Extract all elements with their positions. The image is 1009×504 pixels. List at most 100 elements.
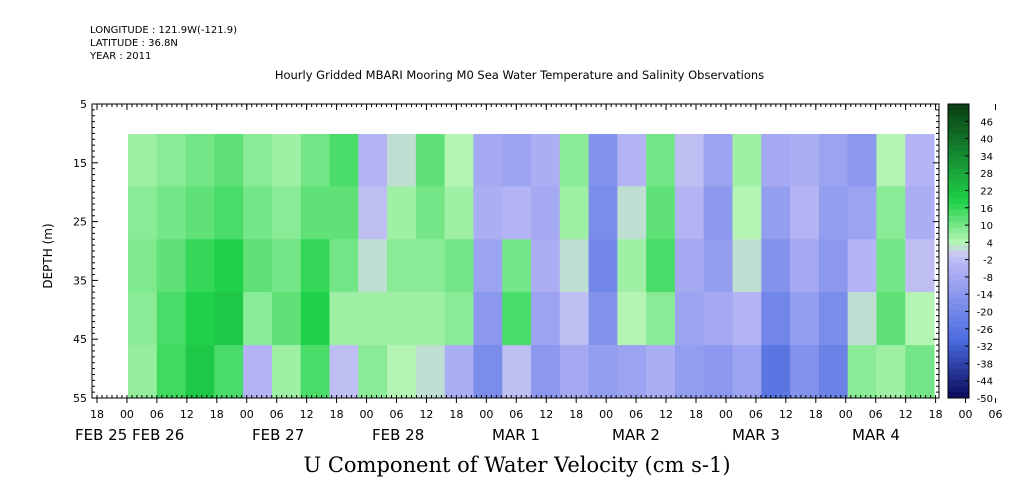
heatmap-cell xyxy=(156,345,187,398)
heatmap-cell xyxy=(156,134,187,187)
x-hour-label: 00 xyxy=(120,408,134,421)
heatmap-cell xyxy=(214,134,244,187)
heatmap-cell xyxy=(876,292,906,346)
heatmap-cell xyxy=(415,186,446,240)
heatmap-cell xyxy=(271,186,302,240)
heatmap-cell xyxy=(473,345,503,398)
heatmap-cell xyxy=(559,345,590,398)
colorbar-swatch xyxy=(948,386,969,393)
heatmap-cell xyxy=(444,186,475,240)
x-hour-label: 00 xyxy=(360,408,374,421)
heatmap-cell xyxy=(876,345,906,398)
heatmap-cell xyxy=(271,292,302,346)
heatmap-cell xyxy=(847,134,878,187)
colorbar-swatch xyxy=(948,209,969,217)
heatmap-cell xyxy=(818,186,849,240)
heatmap-cell xyxy=(847,292,878,346)
heatmap-cell xyxy=(185,345,215,398)
heatmap-cell xyxy=(818,292,849,346)
x-hour-label: 12 xyxy=(300,408,314,421)
heatmap-cell xyxy=(617,186,647,240)
heatmap-cell xyxy=(905,186,935,240)
heatmap-cell xyxy=(329,345,359,398)
x-hour-label: 18 xyxy=(90,408,104,421)
heatmap-cell xyxy=(156,186,187,240)
colorbar-swatch xyxy=(948,221,969,228)
heatmap-cell xyxy=(703,186,734,240)
heatmap-cell xyxy=(531,134,561,187)
heatmap-cell xyxy=(847,345,878,398)
heatmap-cell xyxy=(646,134,676,187)
colorbar-swatch xyxy=(948,233,969,240)
colorbar-swatch xyxy=(948,268,969,276)
x-hour-label: 18 xyxy=(809,408,823,421)
heatmap-cell xyxy=(674,134,705,187)
colorbar-label: -8 xyxy=(983,273,993,284)
heatmap-cell xyxy=(588,134,618,187)
heatmap-cell xyxy=(703,292,734,346)
heatmap-cell xyxy=(674,239,705,293)
heatmap-cell xyxy=(588,345,618,398)
heatmap-cell xyxy=(243,239,273,293)
heatmap-cell xyxy=(444,292,475,346)
y-tick-label: 55 xyxy=(73,392,87,405)
heatmap-cell xyxy=(790,134,820,187)
colorbar-label: -14 xyxy=(977,290,993,301)
colorbar-swatch xyxy=(948,127,969,134)
heatmap-cell xyxy=(444,134,475,187)
heatmap-cell xyxy=(329,292,359,346)
colorbar-swatch xyxy=(948,151,969,158)
heatmap-cell xyxy=(905,345,935,398)
x-hour-label: 12 xyxy=(659,408,673,421)
heatmap-cell xyxy=(214,345,244,398)
heatmap-cell xyxy=(415,134,446,187)
x-hour-label: 06 xyxy=(150,408,164,421)
heatmap-cell xyxy=(358,239,388,293)
heatmap-cell xyxy=(128,186,158,240)
heatmap-cell xyxy=(415,345,446,398)
x-axis: 18 00 06 12 18 00 06 12 18 00 06 12 18 00 06 12 18 00 06 12… xyxy=(75,104,1003,444)
heatmap-cell xyxy=(473,292,503,346)
heatmap-cell xyxy=(185,134,215,187)
heatmap-cell xyxy=(905,292,935,346)
colorbar-swatch xyxy=(948,180,969,187)
heatmap-cell xyxy=(617,239,647,293)
colorbar-label: -26 xyxy=(977,325,993,336)
colorbar-swatch xyxy=(948,262,969,270)
heatmap-cell xyxy=(674,345,705,398)
x-hour-label: 06 xyxy=(749,408,763,421)
colorbar-swatch xyxy=(948,303,969,311)
x-hour-label: 00 xyxy=(599,408,613,421)
heatmap-cell xyxy=(358,292,388,346)
heatmap-cell xyxy=(156,239,187,293)
heatmap-cell xyxy=(128,345,158,398)
colorbar-swatch xyxy=(948,104,969,111)
colorbar-swatch xyxy=(948,162,969,170)
colorbar-swatch xyxy=(948,356,969,364)
colorbar-label: -32 xyxy=(977,342,993,353)
x-hour-label: 12 xyxy=(899,408,913,421)
longitude-label: LONGITUDE : 121.9W(-121.9) xyxy=(90,25,237,36)
x-hour-label: 06 xyxy=(270,408,284,421)
heatmap-cell xyxy=(300,292,331,346)
x-hour-label: 06 xyxy=(629,408,643,421)
colorbar-swatch xyxy=(948,227,969,234)
x-hour-label: 00 xyxy=(240,408,254,421)
colorbar-label: -50 xyxy=(977,394,993,405)
heatmap-cell xyxy=(905,134,935,187)
heatmap-cell xyxy=(732,134,762,187)
year-label: YEAR : 2011 xyxy=(90,51,152,62)
heatmap-cell xyxy=(156,292,187,346)
x-hour-label: 12 xyxy=(419,408,433,421)
heatmap-cell xyxy=(703,134,734,187)
x-date-label: FEB 25 xyxy=(75,426,127,444)
heatmap-cell xyxy=(502,134,532,187)
heatmap-cell xyxy=(300,134,331,187)
heatmap-cell xyxy=(761,134,791,187)
colorbar-label: -44 xyxy=(977,377,993,388)
colorbar-swatch xyxy=(948,245,969,252)
colorbar-swatch xyxy=(948,168,969,176)
x-hour-label: 18 xyxy=(689,408,703,421)
colorbar-swatch xyxy=(948,156,969,164)
x-hour-label: 18 xyxy=(330,408,344,421)
